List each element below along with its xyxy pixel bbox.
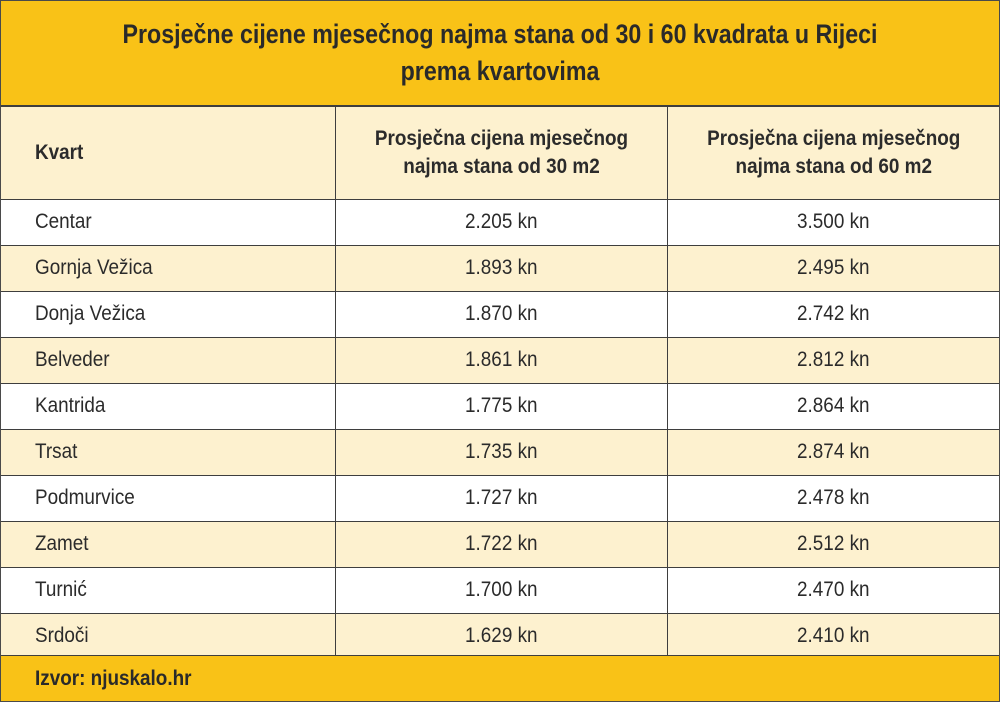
table-row: Gornja Vežica 1.893 kn 2.495 kn — [1, 245, 999, 292]
cell-kvart-text: Zamet — [35, 532, 89, 555]
cell-price-30m2-text: 1.700 kn — [464, 578, 538, 601]
cell-price-30m2-text: 1.775 kn — [464, 394, 538, 417]
cell-price-30m2-text: 1.735 kn — [464, 440, 538, 463]
cell-price-60m2-text: 2.495 kn — [796, 256, 870, 279]
cell-price-60m2: 2.742 kn — [667, 291, 999, 338]
cell-price-60m2-text: 2.470 kn — [796, 578, 870, 601]
cell-price-60m2: 2.410 kn — [667, 613, 999, 660]
cell-kvart: Donja Vežica — [1, 291, 336, 338]
cell-price-30m2-text: 1.629 kn — [464, 624, 538, 647]
cell-price-30m2-text: 1.861 kn — [464, 348, 538, 371]
cell-kvart-text: Srdoči — [35, 624, 89, 647]
cell-price-30m2: 1.735 kn — [335, 429, 668, 476]
cell-price-30m2-text: 1.893 kn — [464, 256, 538, 279]
table-row: Kantrida 1.775 kn 2.864 kn — [1, 383, 999, 430]
cell-price-30m2: 1.629 kn — [335, 613, 668, 660]
cell-price-60m2-text: 3.500 kn — [796, 210, 870, 233]
cell-price-30m2: 1.861 kn — [335, 337, 668, 384]
cell-kvart: Zamet — [1, 521, 336, 568]
column-header-60m2-label: Prosječna cijena mjesečnog najma stana o… — [706, 126, 960, 178]
cell-price-60m2: 2.495 kn — [667, 245, 999, 292]
source-text: Izvor: njuskalo.hr — [35, 666, 192, 690]
cell-kvart: Gornja Vežica — [1, 245, 336, 292]
cell-kvart-text: Trsat — [35, 440, 78, 463]
cell-kvart: Trsat — [1, 429, 336, 476]
cell-kvart: Kantrida — [1, 383, 336, 430]
rent-price-table: Kvart Prosječna cijena mjesečnog najma s… — [1, 107, 999, 660]
cell-kvart-text: Turnić — [35, 578, 87, 601]
cell-price-30m2: 2.205 kn — [335, 199, 668, 246]
column-header-60m2: Prosječna cijena mjesečnog najma stana o… — [667, 107, 999, 200]
cell-price-60m2-text: 2.864 kn — [796, 394, 870, 417]
cell-kvart: Srdoči — [1, 613, 336, 660]
cell-price-60m2-text: 2.512 kn — [796, 532, 870, 555]
table-row: Trsat 1.735 kn 2.874 kn — [1, 429, 999, 476]
cell-price-30m2-text: 1.727 kn — [464, 486, 538, 509]
cell-price-30m2-text: 1.870 kn — [464, 302, 538, 325]
cell-price-30m2: 1.727 kn — [335, 475, 668, 522]
cell-price-60m2-text: 2.742 kn — [796, 302, 870, 325]
cell-price-30m2: 1.722 kn — [335, 521, 668, 568]
header-row: Kvart Prosječna cijena mjesečnog najma s… — [1, 107, 999, 200]
cell-kvart: Podmurvice — [1, 475, 336, 522]
table-row: Podmurvice 1.727 kn 2.478 kn — [1, 475, 999, 522]
cell-price-60m2-text: 2.874 kn — [796, 440, 870, 463]
cell-kvart-text: Centar — [35, 210, 92, 233]
cell-kvart: Belveder — [1, 337, 336, 384]
cell-price-30m2: 1.700 kn — [335, 567, 668, 614]
cell-price-60m2-text: 2.410 kn — [796, 624, 870, 647]
table-row: Donja Vežica 1.870 kn 2.742 kn — [1, 291, 999, 338]
cell-kvart-text: Kantrida — [35, 394, 106, 417]
cell-kvart-text: Podmurvice — [35, 486, 135, 509]
table-row: Zamet 1.722 kn 2.512 kn — [1, 521, 999, 568]
cell-price-30m2: 1.775 kn — [335, 383, 668, 430]
cell-kvart: Turnić — [1, 567, 336, 614]
table-row: Turnić 1.700 kn 2.470 kn — [1, 567, 999, 614]
table-title: Prosječne cijene mjesečnog najma stana o… — [122, 19, 878, 86]
title-bar: Prosječne cijene mjesečnog najma stana o… — [1, 1, 999, 107]
cell-price-60m2-text: 2.812 kn — [796, 348, 870, 371]
column-header-kvart-label: Kvart — [35, 140, 84, 164]
table-row: Belveder 1.861 kn 2.812 kn — [1, 337, 999, 384]
cell-kvart-text: Gornja Vežica — [35, 256, 153, 279]
cell-price-30m2-text: 1.722 kn — [464, 532, 538, 555]
column-header-30m2-label: Prosječna cijena mjesečnog najma stana o… — [374, 126, 628, 178]
cell-price-30m2-text: 2.205 kn — [464, 210, 538, 233]
column-header-30m2: Prosječna cijena mjesečnog najma stana o… — [335, 107, 668, 200]
source-bar: Izvor: njuskalo.hr — [1, 655, 999, 701]
cell-price-60m2: 2.512 kn — [667, 521, 999, 568]
cell-price-30m2: 1.893 kn — [335, 245, 668, 292]
cell-price-60m2: 2.478 kn — [667, 475, 999, 522]
table-row: Centar 2.205 kn 3.500 kn — [1, 199, 999, 246]
cell-price-30m2: 1.870 kn — [335, 291, 668, 338]
column-header-kvart: Kvart — [1, 107, 336, 200]
cell-price-60m2: 2.874 kn — [667, 429, 999, 476]
cell-kvart: Centar — [1, 199, 336, 246]
cell-kvart-text: Belveder — [35, 348, 110, 371]
table-body: Centar 2.205 kn 3.500 kn Gornja Vežica 1.893… — [1, 199, 999, 660]
cell-price-60m2: 2.470 kn — [667, 567, 999, 614]
cell-price-60m2: 2.864 kn — [667, 383, 999, 430]
table-row: Srdoči 1.629 kn 2.410 kn — [1, 613, 999, 660]
cell-price-60m2: 3.500 kn — [667, 199, 999, 246]
cell-price-60m2: 2.812 kn — [667, 337, 999, 384]
cell-price-60m2-text: 2.478 kn — [796, 486, 870, 509]
cell-kvart-text: Donja Vežica — [35, 302, 146, 325]
